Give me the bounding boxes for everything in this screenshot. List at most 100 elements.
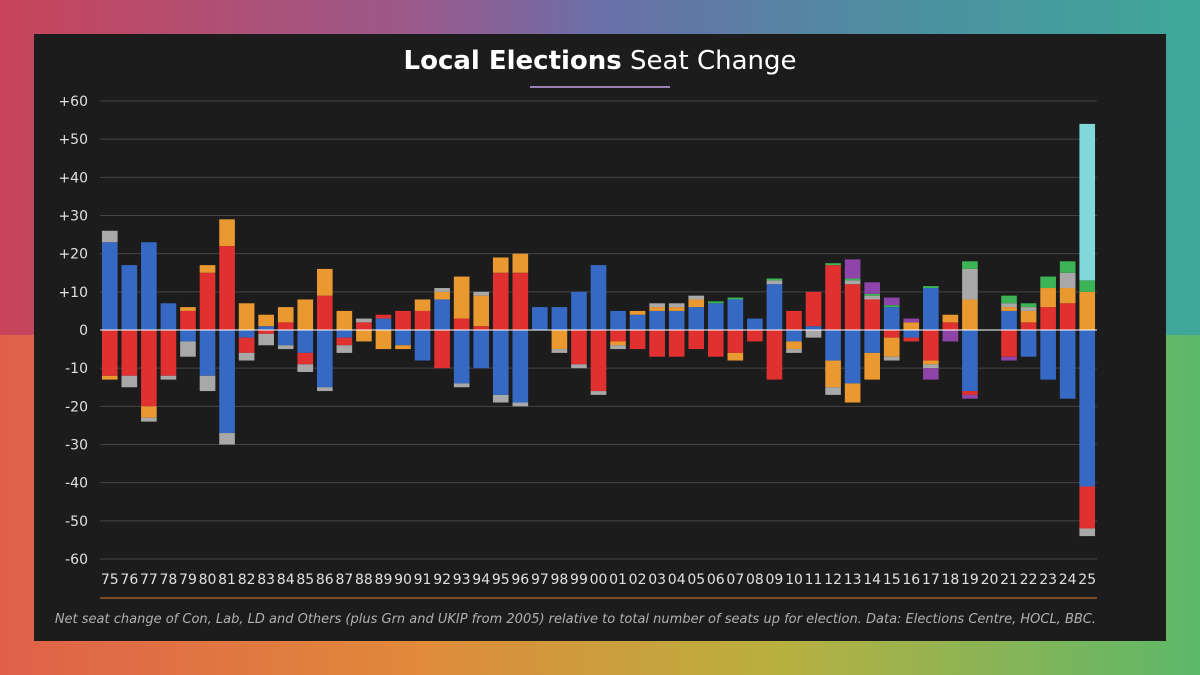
bar-segment-con bbox=[160, 303, 177, 330]
bar-segment-con bbox=[1020, 330, 1037, 357]
x-tick-label: 80 bbox=[199, 572, 217, 588]
bar-segment-ld bbox=[258, 314, 274, 327]
bar-segment-ld bbox=[942, 314, 959, 323]
bar-segment-ld bbox=[825, 360, 841, 388]
bar-segment-ld bbox=[883, 337, 900, 357]
bar-segment-oth bbox=[825, 387, 841, 395]
bar-segment-ld bbox=[864, 352, 881, 380]
bar-segment-ld bbox=[1020, 310, 1037, 323]
x-tick-label: 09 bbox=[766, 572, 784, 588]
bar-segment-ld bbox=[356, 330, 372, 342]
bar-segment-ukip bbox=[883, 297, 900, 306]
bar-segment-con bbox=[238, 330, 255, 338]
y-tick-label: +40 bbox=[58, 170, 88, 186]
bar-segment-lab bbox=[707, 330, 724, 357]
bar-segment-lab bbox=[825, 265, 841, 330]
bar-segment-lab bbox=[942, 322, 959, 330]
bar-segment-con bbox=[805, 326, 822, 330]
bar-segment-lab bbox=[219, 246, 235, 330]
bar-segment-oth bbox=[492, 394, 509, 403]
bar-segment-ld bbox=[512, 253, 529, 273]
bar-segment-grn bbox=[825, 263, 841, 266]
x-tick-label: 79 bbox=[179, 572, 197, 588]
bar-segment-lab bbox=[238, 337, 255, 353]
bar-segment-oth bbox=[688, 295, 705, 300]
x-tick-label: 84 bbox=[277, 572, 295, 588]
x-tick-label: 03 bbox=[648, 572, 666, 588]
bar-segment-lab bbox=[101, 330, 118, 376]
bar-segment-con bbox=[1079, 330, 1096, 487]
x-tick-label: 90 bbox=[394, 572, 412, 588]
bar-segment-ld bbox=[668, 307, 685, 311]
x-tick-label: 96 bbox=[511, 572, 529, 588]
x-tick-label: 15 bbox=[883, 572, 901, 588]
bar-segment-lab bbox=[1001, 330, 1017, 357]
bar-segment-ld bbox=[238, 303, 255, 330]
bar-segment-ld bbox=[649, 307, 665, 311]
x-tick-label: 13 bbox=[844, 572, 862, 588]
bar-segment-ld bbox=[844, 383, 861, 403]
bar-segment-oth bbox=[590, 391, 607, 395]
bar-segment-lab bbox=[805, 291, 822, 327]
bar-segment-grn bbox=[1020, 303, 1037, 308]
x-tick-label: 83 bbox=[257, 572, 275, 588]
bar-segment-con bbox=[512, 330, 529, 403]
bar-segment-con bbox=[610, 310, 626, 330]
bar-segment-oth bbox=[551, 349, 568, 353]
bar-segment-ld bbox=[336, 310, 353, 330]
bar-segment-ld bbox=[297, 299, 314, 330]
bar-segment-ukip bbox=[903, 318, 920, 323]
bar-segment-con bbox=[395, 330, 411, 346]
bar-segment-con bbox=[825, 330, 841, 361]
bar-segment-con bbox=[141, 242, 157, 330]
bar-segment-ukip bbox=[923, 368, 939, 380]
bar-segment-lab bbox=[590, 330, 607, 392]
bar-segment-ld bbox=[551, 330, 568, 350]
bar-segment-ld bbox=[727, 352, 744, 361]
bar-segment-oth bbox=[453, 383, 470, 388]
x-tick-label: 88 bbox=[355, 572, 373, 588]
bar-segment-lab bbox=[316, 295, 333, 330]
bar-segment-ukip bbox=[1001, 356, 1017, 361]
bar-segment-oth bbox=[844, 280, 861, 285]
bar-segment-ld bbox=[1040, 288, 1056, 308]
bar-segment-lab bbox=[141, 330, 157, 407]
x-tick-label: 22 bbox=[1020, 572, 1038, 588]
x-tick-label: 95 bbox=[492, 572, 510, 588]
bar-segment-oth bbox=[180, 341, 196, 357]
x-tick-label: 76 bbox=[120, 572, 138, 588]
x-tick-label: 87 bbox=[335, 572, 353, 588]
bar-segment-con bbox=[649, 310, 665, 330]
bar-segment-ld bbox=[492, 257, 509, 273]
bar-segment-lab bbox=[199, 272, 216, 330]
bar-segment-lab bbox=[1079, 486, 1096, 529]
bar-segment-con bbox=[844, 330, 861, 384]
bar-segment-oth bbox=[258, 333, 274, 346]
x-tick-label: 16 bbox=[902, 572, 920, 588]
bar-segment-ld bbox=[610, 341, 626, 346]
x-tick-label: 81 bbox=[218, 572, 236, 588]
bar-segment-oth bbox=[101, 230, 118, 243]
bar-segment-ld bbox=[473, 295, 490, 327]
bar-segment-ld bbox=[688, 299, 705, 308]
x-tick-label: 82 bbox=[238, 572, 256, 588]
bar-segment-ld bbox=[1001, 307, 1017, 311]
bar-segment-oth bbox=[141, 417, 157, 422]
bar-segment-oth bbox=[160, 375, 177, 380]
bar-segment-grn bbox=[844, 278, 861, 281]
y-tick-label: -30 bbox=[65, 438, 88, 454]
bar-segment-con bbox=[551, 307, 568, 330]
bar-segment-ld bbox=[277, 307, 294, 323]
bar-segment-ld bbox=[434, 291, 450, 300]
bar-segment-oth bbox=[219, 433, 235, 445]
bar-segment-ld bbox=[375, 330, 392, 350]
bar-segment-oth bbox=[766, 280, 783, 285]
bar-segment-oth bbox=[356, 318, 372, 323]
bar-segment-oth bbox=[297, 364, 314, 372]
x-tick-label: 06 bbox=[707, 572, 725, 588]
bar-segment-oth bbox=[121, 375, 138, 388]
x-tick-label: 08 bbox=[746, 572, 764, 588]
bar-segment-ld bbox=[414, 299, 431, 311]
y-tick-label: +10 bbox=[58, 285, 88, 301]
